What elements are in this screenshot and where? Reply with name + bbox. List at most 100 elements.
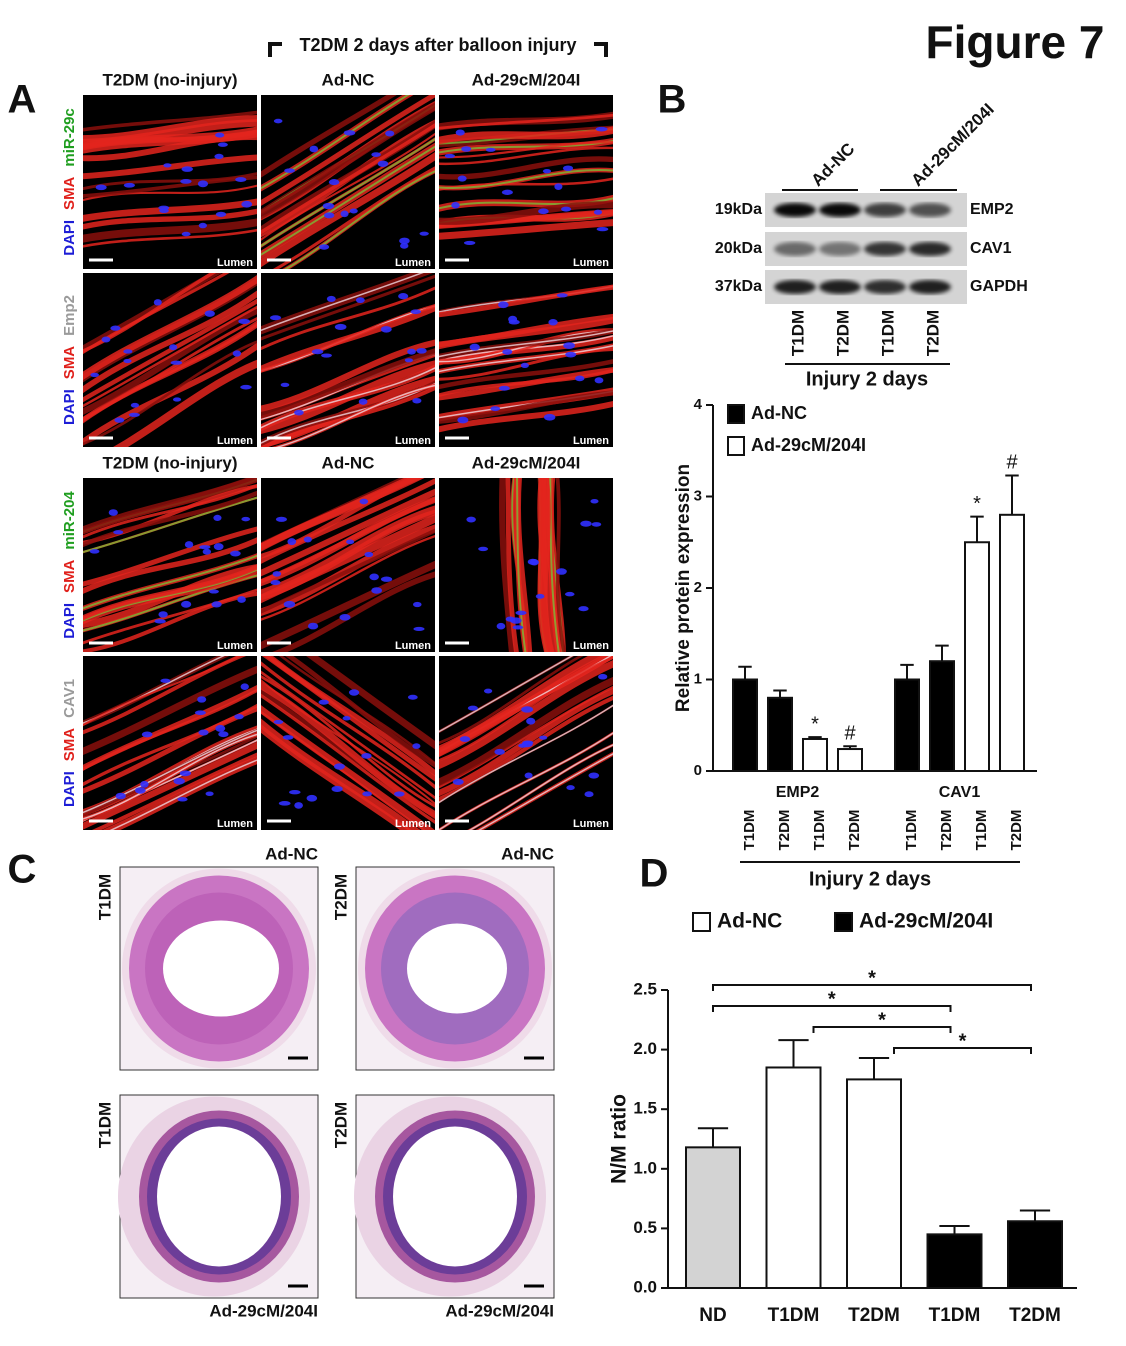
micrograph: Lumen: [439, 95, 613, 269]
nucleus: [311, 349, 324, 355]
nucleus: [380, 326, 392, 333]
sma-fiber: [83, 706, 257, 794]
nucleus: [154, 619, 166, 624]
x-tick-label: T1DM: [903, 810, 920, 851]
nucleus: [457, 416, 469, 424]
sma-fiber: [439, 695, 613, 802]
bar: [929, 660, 955, 773]
sma-fiber: [83, 741, 257, 830]
nucleus: [346, 539, 355, 545]
stain-signal: [439, 330, 613, 358]
y-axis-label: Relative protein expression: [673, 464, 694, 712]
sma-fiber: [261, 661, 435, 790]
sma-fiber: [83, 316, 257, 421]
lumen-label: Lumen: [395, 818, 431, 830]
nucleus: [307, 622, 319, 630]
legend-swatch: [727, 436, 745, 456]
nucleus: [163, 163, 172, 168]
sma-fiber: [439, 660, 613, 770]
nucleus: [240, 683, 249, 691]
nucleus: [564, 591, 575, 597]
micrograph: Lumen: [261, 478, 435, 652]
nucleus: [455, 129, 465, 136]
nucleus: [343, 130, 356, 136]
nucleus: [407, 694, 418, 700]
sma-fiber: [83, 290, 257, 394]
sma-fiber: [83, 478, 257, 535]
nucleus: [287, 538, 297, 546]
nucleus: [180, 179, 192, 184]
panel-a-header: T2DM 2 days after balloon injury: [299, 35, 576, 55]
nucleus: [140, 780, 149, 788]
nucleus: [399, 237, 410, 245]
sma-fiber: [83, 656, 247, 735]
sma-fiber: [83, 184, 257, 202]
y-tick-label: 1.0: [633, 1158, 657, 1177]
nucleus: [237, 596, 246, 603]
sma-fiber: [439, 316, 613, 350]
legend-label: Ad-29cM/204I: [751, 435, 866, 455]
nucleus: [270, 580, 281, 586]
nucleus: [235, 177, 247, 182]
stain-name: DAPI: [61, 389, 78, 425]
nucleus: [273, 719, 284, 725]
nucleus: [128, 412, 140, 417]
nucleus: [548, 318, 558, 326]
stain-signal: [516, 478, 527, 652]
error-bar: [738, 665, 752, 680]
nucleus: [213, 514, 222, 522]
stain-label: DAPI SMA miR-204: [61, 491, 78, 639]
nucleus: [490, 406, 501, 412]
sma-fiber: [261, 718, 421, 830]
lumen-label: Lumen: [395, 435, 431, 447]
nucleus: [159, 208, 169, 213]
sma-fiber: [261, 151, 435, 268]
nucleus: [123, 349, 133, 354]
nucleus: [505, 616, 515, 622]
bar: [802, 737, 828, 772]
error-bar: [858, 1056, 890, 1080]
nucleus: [515, 610, 527, 616]
panel-label: B: [658, 78, 687, 122]
group-label: Ad-29cM/204I: [908, 100, 998, 190]
panel-label: A: [8, 78, 37, 122]
nucleus: [130, 402, 140, 408]
comparison-bracket: [712, 1005, 952, 1012]
nucleus: [590, 498, 599, 504]
nucleus: [323, 212, 335, 219]
column-title: T2DM (no-injury): [102, 453, 237, 472]
nucleus: [141, 731, 153, 738]
stain-name: DAPI: [61, 603, 78, 639]
nucleus: [181, 166, 193, 172]
blot-band: [819, 280, 861, 294]
stain-signal: [439, 704, 613, 804]
sma-fiber: [306, 656, 435, 750]
nucleus: [172, 397, 182, 402]
protein-size: 20kDa: [715, 240, 762, 257]
nucleus: [580, 520, 592, 527]
nucleus: [294, 409, 304, 416]
legend-swatch: [692, 912, 711, 932]
nucleus: [565, 351, 577, 358]
lane-label: T2DM: [833, 310, 852, 356]
sma-fiber: [439, 156, 613, 180]
sma-fiber: [505, 478, 519, 652]
nucleus: [272, 571, 282, 577]
nucleus: [101, 336, 111, 343]
stain-signal: [468, 744, 613, 830]
legend-label: Ad-NC: [751, 403, 807, 423]
stain-signal: [439, 169, 613, 189]
sma-fiber: [439, 676, 613, 787]
sma-fiber: [540, 478, 555, 652]
nucleus: [177, 797, 188, 802]
nucleus: [483, 688, 493, 694]
y-tick-label: 2: [694, 579, 702, 596]
nucleus: [202, 548, 212, 555]
stain-signal: [478, 753, 613, 830]
nucleus: [355, 297, 365, 304]
bar: [964, 541, 990, 772]
nucleus: [215, 211, 227, 217]
nucleus: [208, 589, 219, 594]
nucleus: [385, 130, 395, 137]
